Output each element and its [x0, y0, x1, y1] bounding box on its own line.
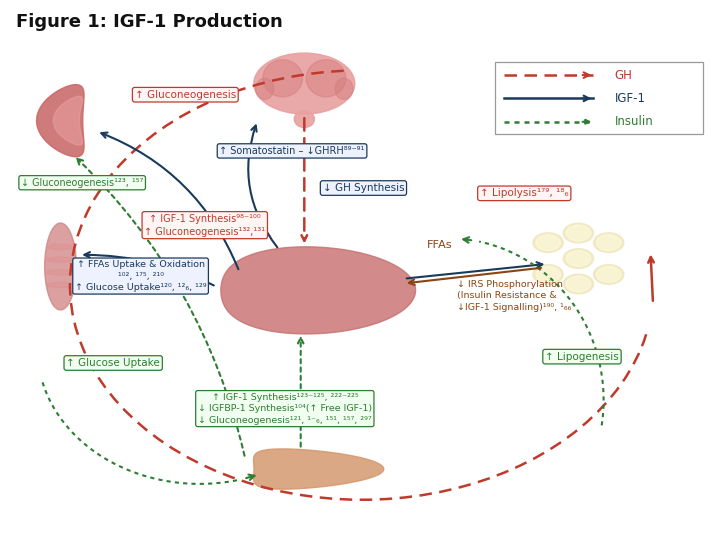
Polygon shape: [253, 449, 384, 489]
Text: ↑ Glucose Uptake: ↑ Glucose Uptake: [67, 358, 160, 368]
Text: ↓ IRS Phosphorylation
(Insulin Resistance &
↓IGF-1 Signalling)¹⁹⁰, ¹₆₆: ↓ IRS Phosphorylation (Insulin Resistanc…: [457, 280, 571, 312]
Ellipse shape: [306, 60, 346, 97]
Text: FFAs: FFAs: [427, 240, 452, 251]
Ellipse shape: [597, 235, 621, 251]
Text: ↑ IGF-1 Synthesis¹²³⁻¹²⁵, ²²²⁻²²⁵
↓ IGFBP-1 Synthesis¹⁰⁴(↑ Free IGF-1)
↓ Glucone: ↑ IGF-1 Synthesis¹²³⁻¹²⁵, ²²²⁻²²⁵ ↓ IGFB…: [198, 393, 372, 425]
Text: Figure 1: IGF-1 Production: Figure 1: IGF-1 Production: [16, 13, 282, 31]
Text: IGF-1: IGF-1: [615, 92, 645, 105]
Ellipse shape: [47, 257, 75, 262]
Polygon shape: [45, 223, 77, 310]
Ellipse shape: [533, 265, 563, 284]
Text: Insulin: Insulin: [615, 115, 653, 128]
Ellipse shape: [256, 78, 274, 100]
Ellipse shape: [263, 60, 303, 97]
Ellipse shape: [47, 244, 75, 249]
FancyBboxPatch shape: [495, 62, 703, 134]
Polygon shape: [221, 247, 416, 334]
Ellipse shape: [563, 249, 594, 268]
Text: ↑ Lipolysis¹⁷⁹, ¹⁸₆: ↑ Lipolysis¹⁷⁹, ¹⁸₆: [480, 188, 568, 198]
Polygon shape: [37, 85, 84, 157]
Ellipse shape: [294, 111, 314, 127]
Ellipse shape: [566, 225, 591, 241]
Ellipse shape: [254, 53, 355, 114]
Ellipse shape: [335, 78, 353, 100]
Text: ↓ Gluconeogenesis¹²³, ¹⁵⁷: ↓ Gluconeogenesis¹²³, ¹⁵⁷: [21, 177, 143, 188]
Text: ↑ IGF-1 Synthesis⁹⁸⁻¹⁰⁰
↑ Gluconeogenesis¹³²,¹³¹: ↑ IGF-1 Synthesis⁹⁸⁻¹⁰⁰ ↑ Gluconeogenesi…: [144, 214, 265, 237]
Ellipse shape: [536, 235, 560, 251]
Ellipse shape: [536, 266, 560, 282]
Text: ↓ GH Synthesis: ↓ GH Synthesis: [323, 183, 404, 193]
Ellipse shape: [594, 233, 624, 253]
Ellipse shape: [594, 265, 624, 284]
Ellipse shape: [563, 274, 594, 294]
Text: ↑ Somatostatin – ↓GHRH⁸⁹⁻⁹¹: ↑ Somatostatin – ↓GHRH⁸⁹⁻⁹¹: [219, 146, 365, 156]
Text: ↑ Lipogenesis: ↑ Lipogenesis: [545, 352, 619, 361]
Ellipse shape: [533, 233, 563, 253]
Ellipse shape: [597, 266, 621, 282]
Ellipse shape: [47, 270, 75, 275]
Text: GH: GH: [615, 69, 632, 82]
Ellipse shape: [47, 282, 75, 288]
Ellipse shape: [566, 251, 591, 266]
Text: ↑ Gluconeogenesis: ↑ Gluconeogenesis: [135, 90, 236, 100]
Text: ↑ FFAs Uptake & Oxidation
¹⁰², ¹⁷⁵, ²¹⁰
↑ Glucose Uptake¹²⁰, ¹²₆, ¹²⁹: ↑ FFAs Uptake & Oxidation ¹⁰², ¹⁷⁵, ²¹⁰ …: [75, 260, 206, 292]
Ellipse shape: [566, 276, 591, 292]
Polygon shape: [54, 96, 83, 145]
Ellipse shape: [563, 223, 594, 243]
